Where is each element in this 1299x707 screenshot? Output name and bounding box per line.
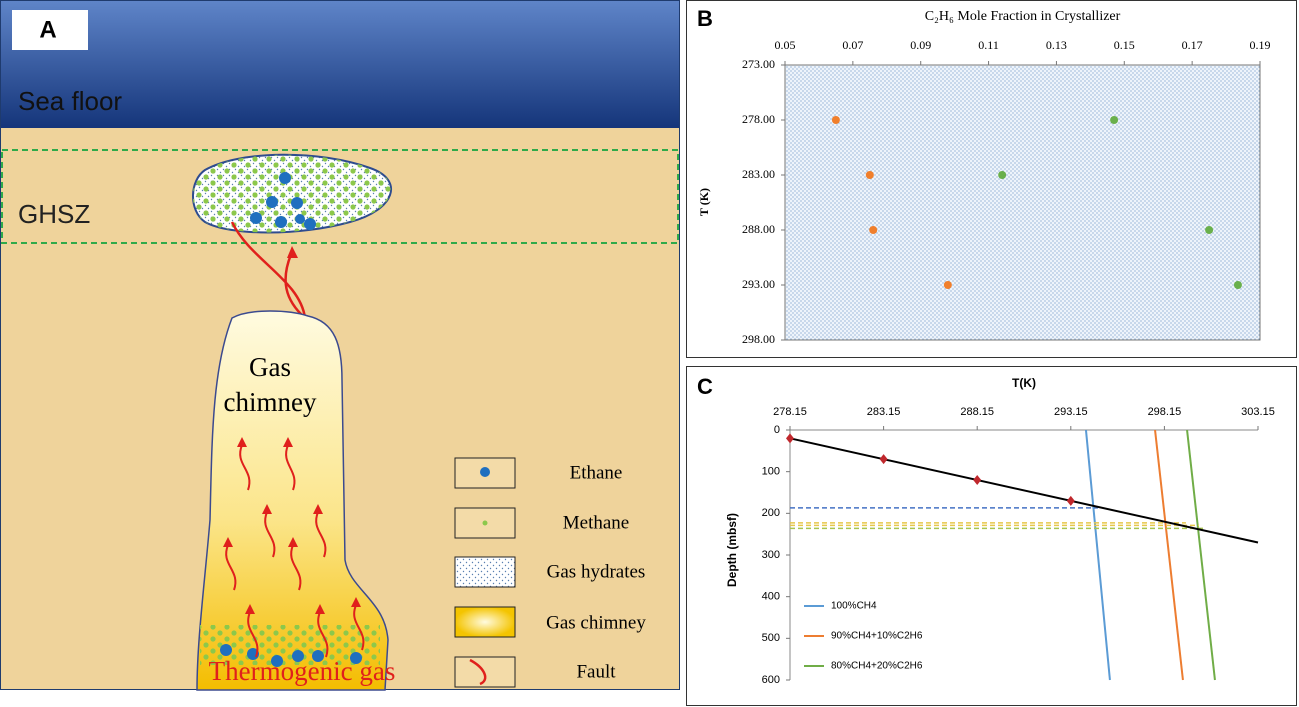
legend-box xyxy=(454,606,516,638)
legend-box xyxy=(454,556,516,588)
legend-fault xyxy=(469,658,487,686)
x-tick-label: 0.15 xyxy=(1114,38,1135,52)
legend-label: 100%CH4 xyxy=(831,601,877,612)
thermogenic-label: Thermogenic gas xyxy=(209,656,396,686)
x-tick-label: 293.15 xyxy=(1054,406,1088,418)
legend-ethane xyxy=(480,467,490,477)
x-tick-label: 278.15 xyxy=(773,406,807,418)
point xyxy=(1205,226,1214,234)
panel-b-plot xyxy=(784,64,1261,341)
x-tick-label: 0.09 xyxy=(910,38,931,52)
marker xyxy=(786,433,794,444)
y-tick-label: 0 xyxy=(774,424,780,436)
line xyxy=(1084,429,1111,681)
x-tick-label: 0.13 xyxy=(1046,38,1067,52)
y-tick-label: 100 xyxy=(762,466,780,478)
legend-label: Methane xyxy=(563,512,629,533)
y-tick-label: 500 xyxy=(762,632,780,644)
legend-label: 80%CH4+20%C2H6 xyxy=(831,661,923,672)
x-tick-label: 0.19 xyxy=(1250,38,1271,52)
x-tick-label: 0.17 xyxy=(1182,38,1203,52)
marker xyxy=(1066,495,1075,506)
x-tick-label: 0.05 xyxy=(775,38,796,52)
panel-c-frame xyxy=(686,366,1297,706)
y-axis-label: T (K) xyxy=(697,188,711,216)
legend-label: Gas hydrates xyxy=(547,561,646,582)
ghsz-label: GHSZ xyxy=(18,199,90,229)
y-tick-label: 400 xyxy=(762,591,780,603)
point xyxy=(943,281,952,289)
y-tick-label: 283.00 xyxy=(742,167,775,181)
point xyxy=(1233,281,1242,289)
line xyxy=(1186,429,1216,681)
panel-label: C xyxy=(697,374,713,399)
x-tick-label: 288.15 xyxy=(960,406,994,418)
legend-label: Fault xyxy=(576,661,616,682)
panel-a: A Sea floor GHSZ Gas chimney Thermo xyxy=(0,0,680,691)
marker xyxy=(973,475,982,485)
ghsz-zone xyxy=(1,149,679,244)
label-box xyxy=(12,10,88,50)
diagram-legend: Ethane Methane Gas hydrates Gas chimney … xyxy=(454,457,646,688)
line xyxy=(1154,429,1184,681)
x-tick-label: 298.15 xyxy=(1148,406,1182,418)
point xyxy=(865,171,874,179)
panel-label: B xyxy=(697,6,713,31)
marker xyxy=(879,454,888,465)
y-tick-label: 293.00 xyxy=(742,277,775,291)
chimney-methane xyxy=(200,625,380,665)
line xyxy=(789,437,1259,544)
point xyxy=(998,171,1007,179)
x-tick-label: 0.11 xyxy=(978,38,999,52)
legend-label: 90%CH4+10%C2H6 xyxy=(831,631,923,642)
gas-chimney xyxy=(196,310,389,691)
sea xyxy=(0,0,680,128)
y-tick-label: 300 xyxy=(762,549,780,561)
ethane-dots xyxy=(250,172,316,230)
y-tick-label: 273.00 xyxy=(742,57,775,71)
axis-title: T(K) xyxy=(1012,376,1036,390)
x-tick-label: 303.15 xyxy=(1241,406,1275,418)
fault-arrow xyxy=(287,246,298,258)
legend-methane xyxy=(482,520,488,526)
gas-arrowheads xyxy=(223,437,361,614)
fault xyxy=(230,221,307,319)
x-tick-label: 0.07 xyxy=(842,38,863,52)
panel-label: A xyxy=(39,16,56,43)
legend-label: Gas chimney xyxy=(546,612,646,633)
gas-arrows xyxy=(225,444,365,658)
chimney-label: chimney xyxy=(224,387,317,417)
axis-title: C₂H₆ Mole Fraction in Crystallizer xyxy=(925,9,1121,24)
sea-floor-label: Sea floor xyxy=(18,86,122,116)
chimney-label: Gas xyxy=(249,352,291,382)
point xyxy=(869,226,878,234)
y-tick-label: 600 xyxy=(762,674,780,686)
y-tick-label: 200 xyxy=(762,507,780,519)
y-tick-label: 298.00 xyxy=(742,332,775,346)
hydrate-methane xyxy=(192,154,392,233)
legend-label: Ethane xyxy=(570,462,623,483)
x-tick-label: 283.15 xyxy=(867,406,901,418)
y-tick-label: 288.00 xyxy=(742,222,775,236)
y-tick-label: 278.00 xyxy=(742,112,775,126)
y-axis-label: Depth (mbsf) xyxy=(725,513,739,587)
point xyxy=(831,116,840,124)
point xyxy=(1110,116,1119,124)
